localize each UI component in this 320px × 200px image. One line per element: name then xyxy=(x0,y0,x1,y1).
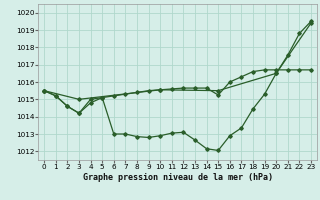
X-axis label: Graphe pression niveau de la mer (hPa): Graphe pression niveau de la mer (hPa) xyxy=(83,173,273,182)
